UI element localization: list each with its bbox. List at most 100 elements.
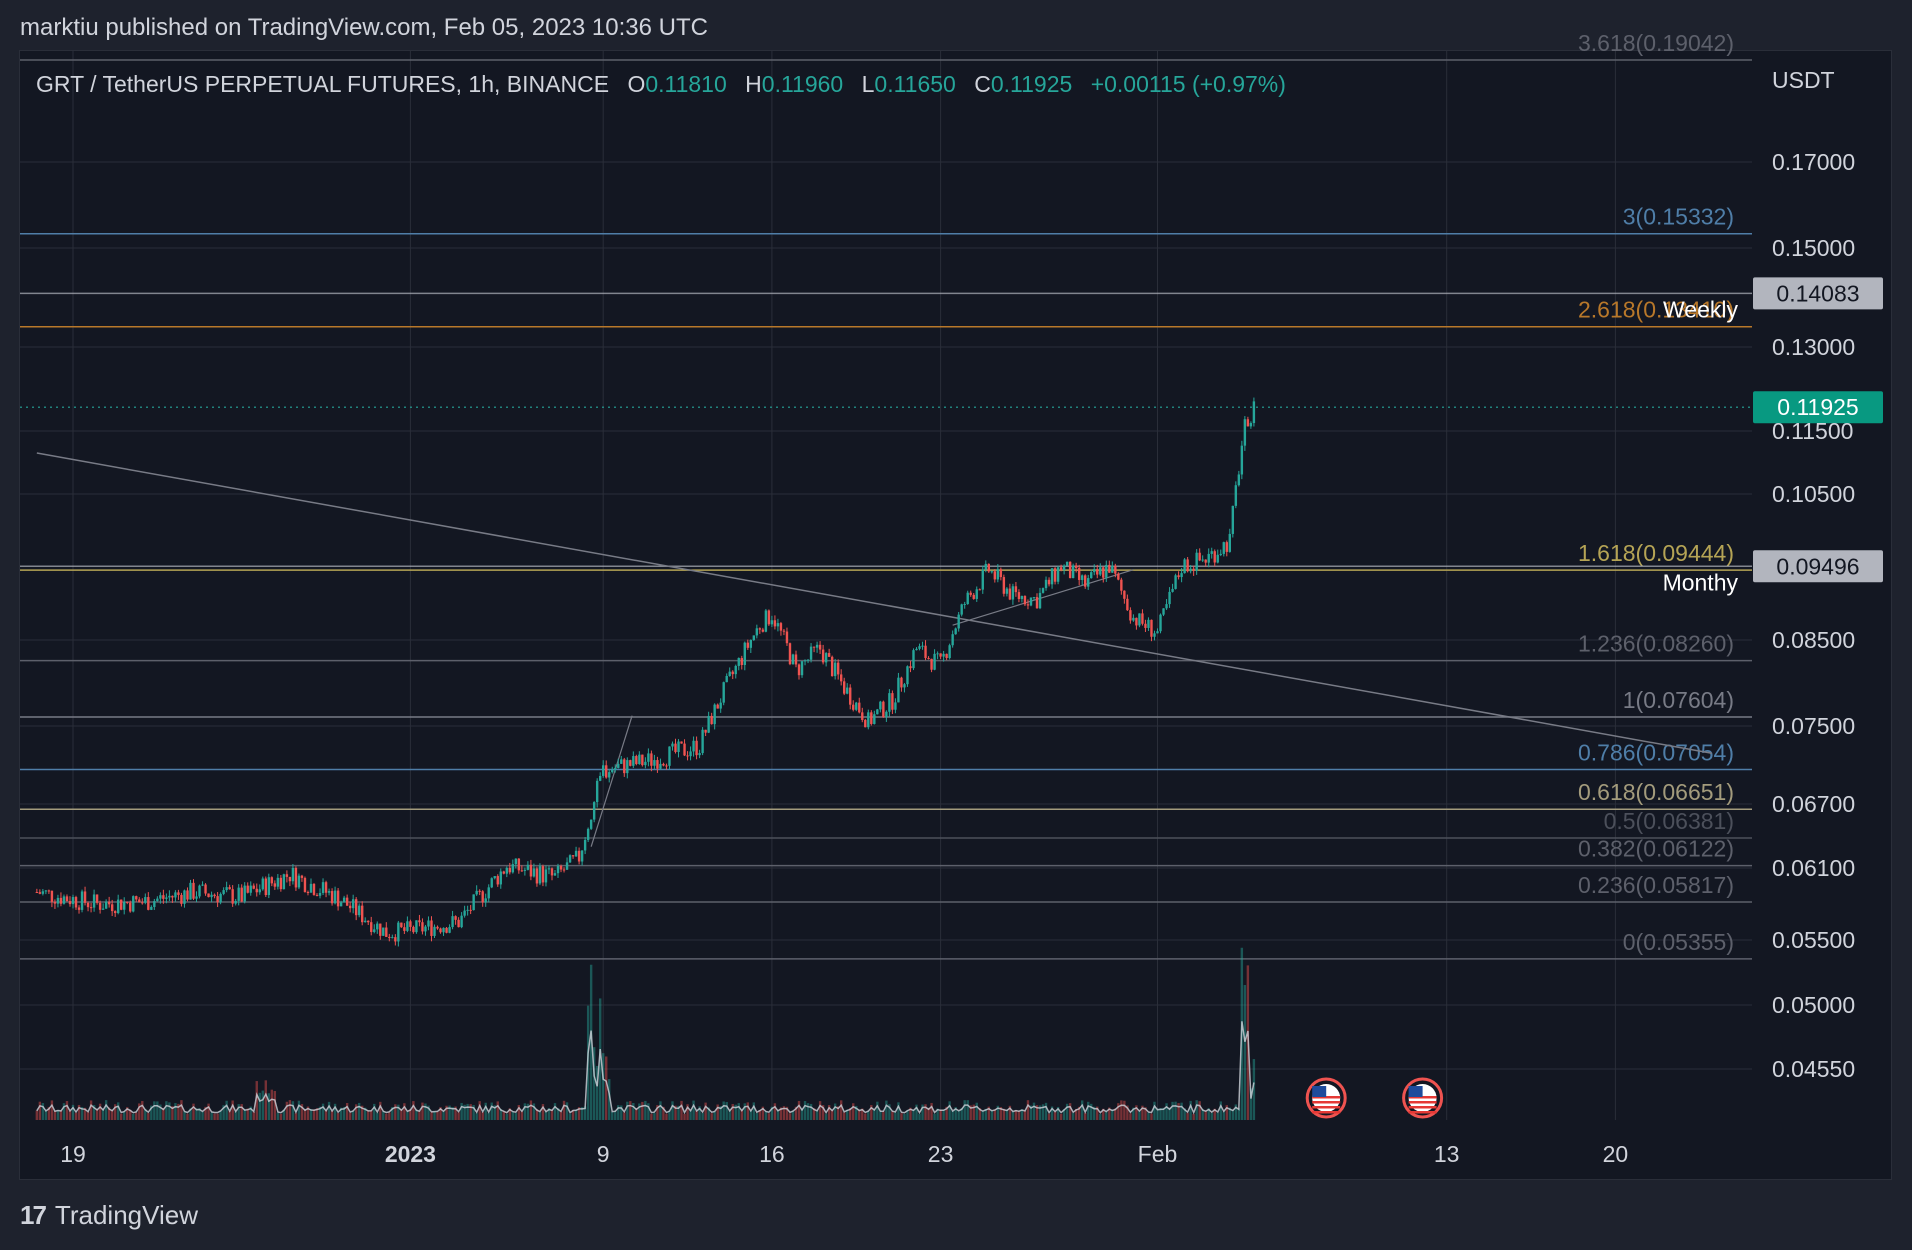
candle-body <box>734 665 737 675</box>
candle-body <box>1099 567 1102 575</box>
volume-bar <box>493 1105 496 1120</box>
candle-body <box>300 875 304 878</box>
candle-body <box>451 916 454 928</box>
candle-body <box>827 653 831 657</box>
candle-body <box>638 754 641 765</box>
volume-bar <box>824 1113 828 1120</box>
candle-body <box>324 882 328 893</box>
trendline <box>36 452 1712 755</box>
volume-bar <box>1041 1104 1045 1120</box>
candle-body <box>1071 565 1075 579</box>
chart-frame[interactable] <box>19 50 1892 1180</box>
candle-body <box>626 760 629 774</box>
candle-body <box>89 907 93 909</box>
candle-body <box>1186 559 1189 572</box>
candle-body <box>1011 586 1015 600</box>
volume-bar <box>222 1105 225 1120</box>
candle-body <box>120 899 123 910</box>
candle-body <box>345 897 349 906</box>
candle-body <box>803 660 807 662</box>
volume-bar <box>954 1107 957 1120</box>
volume-bar <box>496 1101 499 1120</box>
volume-bar <box>192 1103 195 1120</box>
candle-body <box>719 702 722 709</box>
candle-body <box>264 878 267 896</box>
volume-bar <box>132 1113 135 1120</box>
candle-body <box>1023 596 1027 605</box>
volume-bar <box>41 1103 45 1120</box>
candle-body <box>656 760 659 769</box>
volume-bar <box>1156 1108 1159 1120</box>
symbol-legend[interactable]: GRT / TetherUS PERPETUAL FUTURES, 1h, BI… <box>36 71 1286 98</box>
volume-bar <box>1234 1104 1238 1120</box>
volume-bar <box>110 1110 114 1120</box>
volume-bar <box>279 1113 283 1120</box>
volume-bar <box>297 1100 301 1120</box>
candles <box>35 397 1256 947</box>
volume-bar <box>264 1080 267 1120</box>
candle-body <box>800 661 804 676</box>
volume-bar <box>183 1111 186 1120</box>
candle-body <box>282 874 286 890</box>
candle-body <box>198 885 201 897</box>
candle-body <box>972 594 975 599</box>
candle-body <box>1059 567 1063 571</box>
volume-bar <box>728 1110 731 1120</box>
candle-body <box>791 654 795 665</box>
candle-body <box>1096 569 1099 575</box>
candle-body <box>104 901 108 909</box>
candle-body <box>517 858 521 871</box>
candle-body <box>942 653 945 657</box>
candle-body <box>348 905 352 909</box>
volume-bar <box>1105 1111 1108 1120</box>
candle-body <box>168 895 171 898</box>
candle-body <box>1044 579 1048 589</box>
candle-body <box>583 839 587 851</box>
candle-body <box>147 897 150 910</box>
candle-body <box>749 639 753 648</box>
us-event-flag-icon[interactable] <box>1402 1077 1444 1119</box>
candle-body <box>403 927 406 931</box>
volume-bar <box>734 1104 737 1120</box>
candle-body <box>963 604 966 606</box>
fib-level-label: 1.236(0.08260) <box>1578 631 1734 657</box>
candle-body <box>1219 553 1222 555</box>
us-event-flag-icon[interactable] <box>1305 1077 1347 1119</box>
candle-body <box>532 868 536 877</box>
volume-bar <box>942 1109 945 1120</box>
candle-body <box>797 664 801 676</box>
candle-body <box>83 891 87 903</box>
candle-body <box>1156 631 1159 634</box>
candle-body <box>1102 567 1105 578</box>
candle-body <box>1050 568 1054 585</box>
volume-bar <box>632 1102 635 1120</box>
volume-bar <box>324 1110 328 1120</box>
volume-bar <box>502 1111 505 1120</box>
volume-bar <box>1165 1103 1168 1120</box>
candle-body <box>276 877 280 887</box>
candle-body <box>35 892 39 893</box>
volume-bar <box>731 1104 734 1120</box>
volume-bar <box>65 1101 69 1120</box>
candle-body <box>918 646 921 649</box>
candle-body <box>1047 579 1051 585</box>
candle-body <box>77 907 81 910</box>
legend-high-value: 0.11960 <box>761 71 844 97</box>
volume-bar <box>499 1109 502 1120</box>
candle-body <box>484 898 487 903</box>
fib-level-label: 3.618(0.19042) <box>1578 30 1734 56</box>
footer-brand[interactable]: 17 TradingView <box>20 1200 198 1231</box>
candle-body <box>370 922 373 933</box>
volume-bar <box>1168 1107 1171 1120</box>
candle-body <box>520 870 524 872</box>
candle-body <box>903 684 906 688</box>
volume-bar <box>150 1105 153 1120</box>
volume-ma-line <box>36 1021 1255 1115</box>
volume-bar <box>526 1103 530 1120</box>
candle-body <box>475 890 478 895</box>
volume-bar <box>231 1100 234 1120</box>
volume-bar <box>207 1103 210 1120</box>
candle-body <box>288 876 292 882</box>
volume-bar <box>1074 1108 1078 1120</box>
